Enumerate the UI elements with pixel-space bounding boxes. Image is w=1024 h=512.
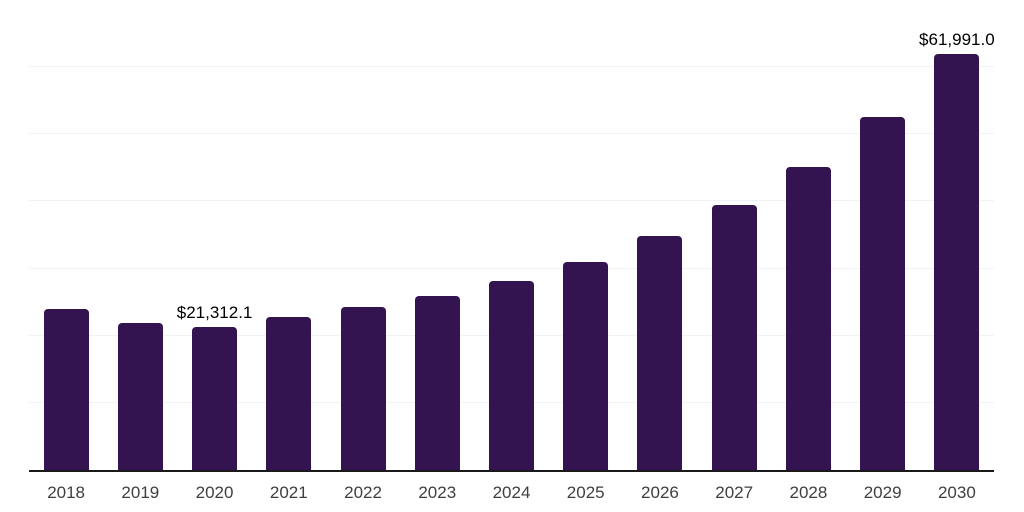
data-label-2030: $61,991.0 xyxy=(919,29,995,49)
bar-2021 xyxy=(266,316,312,470)
x-tick-label-2029: 2029 xyxy=(863,483,902,502)
bar-2019 xyxy=(117,322,163,470)
bar-2018 xyxy=(43,308,89,470)
bar-2023 xyxy=(414,296,460,470)
plot-area xyxy=(29,0,994,470)
bar-2030 xyxy=(934,53,980,470)
bar-2020 xyxy=(192,326,238,470)
bar-2025 xyxy=(563,261,609,470)
bar-2027 xyxy=(711,204,757,470)
gridline xyxy=(29,267,994,269)
x-tick-label-2020: 2020 xyxy=(195,483,234,502)
bar-2029 xyxy=(860,116,906,470)
data-label-2020: $21,312.1 xyxy=(176,302,253,322)
x-tick-label-2019: 2019 xyxy=(121,483,160,502)
x-axis-line xyxy=(29,470,994,472)
bar-2024 xyxy=(489,280,534,470)
gridline xyxy=(29,200,994,202)
x-tick-label-2028: 2028 xyxy=(789,483,828,502)
x-tick-label-2027: 2027 xyxy=(715,483,754,502)
x-tick-label-2018: 2018 xyxy=(47,483,86,502)
x-tick-label-2024: 2024 xyxy=(492,483,531,502)
bar-2022 xyxy=(340,306,386,470)
x-tick-label-2023: 2023 xyxy=(418,483,457,502)
gridline xyxy=(29,133,994,135)
x-tick-label-2025: 2025 xyxy=(566,483,605,502)
x-tick-label-2021: 2021 xyxy=(269,483,308,502)
x-tick-label-2022: 2022 xyxy=(344,483,382,502)
bar-2028 xyxy=(785,167,831,470)
gridline xyxy=(29,66,994,68)
x-tick-label-2030: 2030 xyxy=(937,483,976,502)
x-tick-label-2026: 2026 xyxy=(641,483,679,502)
bar-2026 xyxy=(637,235,683,470)
